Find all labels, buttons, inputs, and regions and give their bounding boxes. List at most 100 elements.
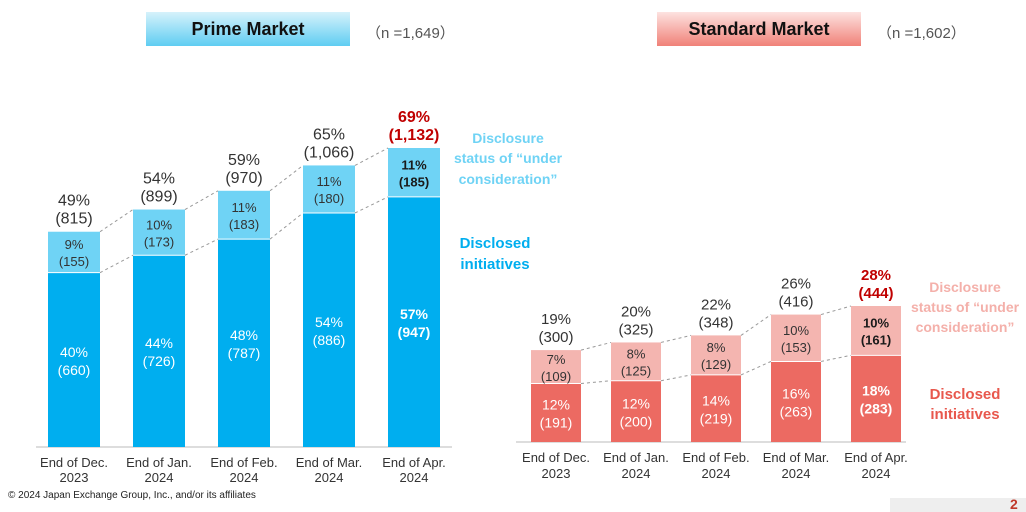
prime-disclosed-pct: 44% bbox=[145, 335, 173, 351]
prime-category-label: End of Apr. bbox=[382, 455, 446, 470]
prime-total-count: (815) bbox=[55, 211, 92, 228]
standard-connector-total bbox=[580, 341, 612, 351]
prime-consider-pct: 11% bbox=[401, 157, 427, 172]
standard-bar-disclosed bbox=[691, 374, 741, 442]
standard-market-title: Standard Market bbox=[657, 12, 861, 46]
prime-total-pct: 65% bbox=[313, 126, 345, 143]
prime-connector-total bbox=[99, 209, 134, 233]
prime-legend-consideration: consideration” bbox=[459, 171, 558, 187]
prime-connector-disclosed bbox=[354, 196, 389, 214]
prime-category-label: End of Dec. bbox=[40, 455, 108, 470]
prime-disclosed-pct: 57% bbox=[400, 306, 429, 322]
prime-legend-consideration: Disclosure bbox=[472, 130, 544, 146]
standard-category-label: End of Feb. bbox=[682, 450, 749, 465]
standard-total-pct: 22% bbox=[701, 296, 731, 313]
prime-connector-total bbox=[184, 190, 219, 210]
prime-category-year: 2023 bbox=[60, 470, 89, 485]
page-tab bbox=[890, 498, 1026, 512]
prime-connector-disclosed bbox=[269, 212, 304, 240]
prime-bar-consideration bbox=[388, 148, 440, 197]
standard-legend-disclosed: Disclosed bbox=[930, 386, 1001, 403]
prime-bar-consideration bbox=[218, 190, 270, 240]
prime-category-label: End of Feb. bbox=[210, 455, 277, 470]
prime-total-count: (1,066) bbox=[304, 144, 355, 161]
copyright-text: © 2024 Japan Exchange Group, Inc., and/o… bbox=[8, 490, 256, 501]
standard-n-label: （n =1,602） bbox=[877, 25, 966, 42]
standard-bar-disclosed bbox=[531, 383, 581, 442]
prime-disclosed-count: (660) bbox=[58, 362, 91, 378]
prime-bar-disclosed bbox=[48, 272, 100, 447]
prime-market-title: Prime Market bbox=[146, 12, 350, 46]
prime-bar-consideration bbox=[303, 165, 355, 213]
standard-category-year: 2023 bbox=[542, 466, 571, 481]
standard-consider-pct: 8% bbox=[627, 347, 646, 362]
standard-connector-total bbox=[820, 305, 852, 316]
standard-category-year: 2024 bbox=[862, 466, 891, 481]
standard-connector-total bbox=[740, 314, 772, 336]
standard-legend-consideration: status of “under bbox=[911, 299, 1020, 315]
prime-n-label: （n =1,649） bbox=[366, 25, 455, 42]
prime-category-year: 2024 bbox=[145, 470, 174, 485]
prime-total-pct: 54% bbox=[143, 171, 175, 188]
prime-disclosed-pct: 48% bbox=[230, 327, 258, 343]
standard-disclosed-count: (200) bbox=[620, 413, 653, 429]
standard-total-count: (300) bbox=[538, 329, 573, 346]
standard-total-pct: 20% bbox=[621, 303, 651, 320]
standard-total-pct: 26% bbox=[781, 276, 811, 293]
standard-connector-total bbox=[660, 334, 692, 343]
prime-disclosed-count: (947) bbox=[398, 324, 431, 340]
standard-total-count: (444) bbox=[858, 285, 893, 302]
standard-total-pct: 28% bbox=[861, 267, 891, 284]
prime-total-count: (970) bbox=[225, 170, 262, 187]
standard-disclosed-count: (263) bbox=[780, 404, 813, 420]
prime-category-label: End of Mar. bbox=[296, 455, 362, 470]
standard-disclosed-count: (283) bbox=[860, 401, 893, 417]
prime-consider-count: (183) bbox=[229, 217, 259, 232]
prime-bar-disclosed bbox=[218, 239, 270, 447]
standard-category-label: End of Jan. bbox=[603, 450, 669, 465]
standard-category-label: End of Mar. bbox=[763, 450, 829, 465]
standard-bar-consideration bbox=[691, 335, 741, 375]
prime-bar-disclosed bbox=[303, 212, 355, 447]
standard-consider-count: (153) bbox=[781, 340, 811, 355]
prime-category-label: End of Jan. bbox=[126, 455, 192, 470]
prime-disclosed-pct: 54% bbox=[315, 314, 343, 330]
standard-bar-consideration bbox=[851, 306, 901, 356]
prime-total-count: (899) bbox=[140, 189, 177, 206]
prime-connector-total bbox=[269, 165, 304, 192]
prime-legend-consideration: status of “under bbox=[454, 150, 563, 166]
standard-consider-count: (109) bbox=[541, 369, 571, 384]
standard-disclosed-pct: 16% bbox=[782, 386, 810, 402]
prime-consider-pct: 11% bbox=[316, 174, 341, 189]
standard-total-pct: 19% bbox=[541, 311, 571, 328]
standard-consider-pct: 10% bbox=[863, 316, 889, 331]
standard-disclosed-pct: 18% bbox=[862, 383, 891, 399]
prime-consider-count: (173) bbox=[144, 234, 174, 249]
standard-category-label: End of Apr. bbox=[844, 450, 908, 465]
standard-total-count: (416) bbox=[778, 294, 813, 311]
prime-connector-disclosed bbox=[99, 254, 134, 274]
standard-bar-consideration bbox=[611, 342, 661, 381]
prime-disclosed-count: (787) bbox=[228, 345, 261, 361]
standard-legend-consideration: Disclosure bbox=[929, 279, 1001, 295]
standard-connector-disclosed bbox=[660, 374, 692, 382]
prime-bar-consideration bbox=[133, 209, 185, 256]
prime-disclosed-pct: 40% bbox=[60, 344, 88, 360]
page-number: 2 bbox=[1010, 496, 1018, 512]
prime-disclosed-count: (726) bbox=[143, 353, 176, 369]
standard-legend-disclosed: initiatives bbox=[930, 406, 999, 423]
standard-disclosed-count: (191) bbox=[540, 415, 573, 431]
prime-bar-disclosed bbox=[388, 196, 440, 447]
standard-disclosed-pct: 12% bbox=[622, 395, 650, 411]
standard-consider-pct: 10% bbox=[783, 323, 809, 338]
standard-category-year: 2024 bbox=[782, 466, 811, 481]
prime-consider-pct: 9% bbox=[65, 237, 84, 252]
prime-total-pct: 69% bbox=[398, 109, 430, 126]
prime-category-year: 2024 bbox=[315, 470, 344, 485]
standard-bar-disclosed bbox=[851, 355, 901, 442]
prime-legend-disclosed: Disclosed bbox=[460, 235, 531, 252]
prime-total-count: (1,132) bbox=[389, 127, 440, 144]
standard-category-label: End of Dec. bbox=[522, 450, 590, 465]
